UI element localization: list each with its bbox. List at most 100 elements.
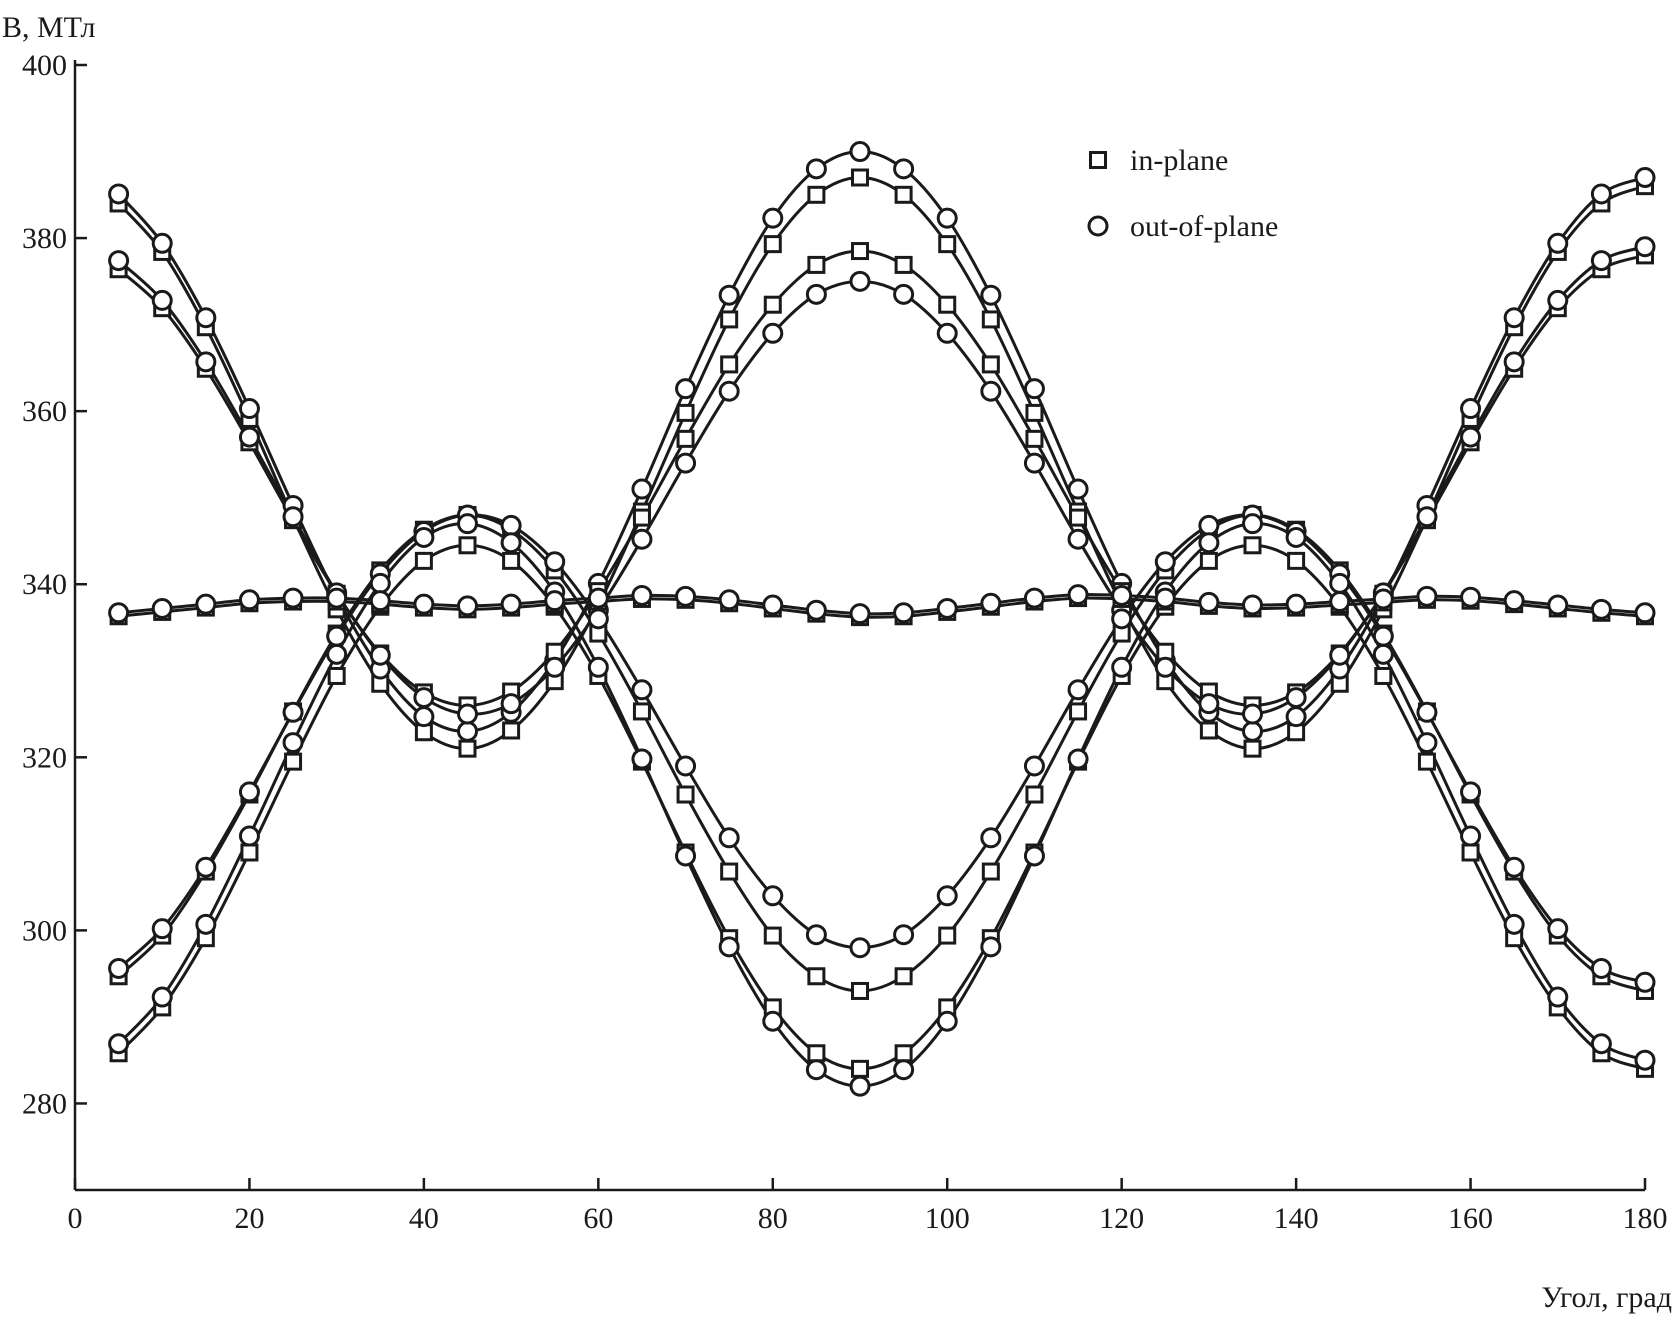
data-point: [980, 380, 1002, 402]
data-point: [805, 158, 827, 180]
data-point: [805, 283, 827, 305]
data-point: [500, 532, 522, 554]
data-point: [1242, 703, 1263, 725]
fit-line: [117, 513, 1646, 993]
data-point: [893, 1059, 915, 1081]
data-point: [1023, 755, 1045, 777]
data-point: [1460, 781, 1482, 803]
data-point: [1547, 232, 1569, 254]
data-point: [718, 589, 740, 611]
y-tick-label: 300: [22, 914, 67, 947]
data-point: [282, 732, 304, 754]
data-point: [1634, 167, 1656, 188]
x-tick-label: 140: [1274, 1202, 1319, 1235]
data-point: [894, 185, 913, 204]
data-point: [413, 706, 435, 728]
data-point: [151, 289, 173, 311]
data-point: [720, 310, 739, 329]
data-point: [718, 827, 740, 849]
y-tick-label: 340: [22, 568, 67, 601]
data-point: [718, 284, 740, 306]
data-point: [195, 856, 217, 878]
data-point: [676, 429, 695, 448]
data-point: [1023, 452, 1045, 474]
fit-line: [117, 513, 1646, 984]
data-point: [1503, 856, 1525, 878]
data-point: [238, 398, 260, 420]
data-point: [1634, 602, 1656, 624]
data-point: [151, 597, 173, 619]
data-point: [763, 235, 782, 254]
data-point: [1503, 913, 1525, 935]
data-point: [1069, 702, 1088, 721]
data-point: [675, 755, 697, 777]
data-point: [195, 351, 217, 373]
data-point: [675, 585, 697, 607]
data-point: [1329, 591, 1351, 613]
data-point: [369, 572, 391, 594]
data-point: [1198, 514, 1220, 536]
data-point: [720, 355, 739, 374]
x-tick-label: 100: [925, 1202, 970, 1235]
data-point: [938, 235, 957, 254]
data-point: [500, 593, 522, 615]
data-point: [980, 592, 1002, 614]
data-point: [238, 781, 260, 803]
x-tick-label: 0: [68, 1202, 83, 1235]
y-tick-label: 380: [22, 222, 67, 255]
data-point: [1199, 721, 1218, 740]
data-point: [108, 250, 130, 272]
data-point: [851, 1059, 869, 1078]
data-point: [1416, 701, 1438, 723]
legend-label: out-of-plane: [1130, 210, 1278, 243]
data-point: [936, 207, 958, 229]
y-tick-label: 360: [22, 395, 67, 428]
data-point: [1242, 513, 1263, 535]
data-point: [544, 551, 566, 573]
data-point: [894, 1044, 913, 1063]
data-point: [893, 158, 915, 180]
data-point: [108, 957, 130, 979]
data-point: [282, 701, 304, 723]
data-point: [1329, 644, 1351, 666]
data-point: [675, 378, 697, 400]
data-point: [1374, 666, 1393, 685]
data-point: [1329, 572, 1351, 594]
fit-line: [117, 175, 1646, 751]
data-point: [413, 527, 435, 548]
data-point: [544, 656, 566, 678]
data-point: [1460, 586, 1482, 608]
data-point: [807, 185, 826, 204]
data-point: [369, 590, 391, 612]
data-point: [936, 885, 958, 907]
data-point: [108, 183, 130, 205]
data-point: [851, 981, 869, 1000]
y-tick-label: 280: [22, 1087, 67, 1120]
data-point: [1198, 532, 1220, 554]
data-point: [414, 551, 433, 570]
x-tick-label: 180: [1623, 1202, 1668, 1235]
data-point: [894, 255, 913, 274]
data-point: [151, 918, 173, 940]
data-point: [762, 322, 784, 344]
data-point: [1111, 656, 1133, 678]
data-point: [1067, 478, 1089, 500]
data-point: [1372, 625, 1394, 647]
data-point: [893, 924, 915, 946]
data-point: [1547, 289, 1569, 311]
data-point: [763, 926, 782, 945]
data-point: [762, 594, 784, 616]
fit-line: [117, 245, 1646, 716]
data-point: [1025, 403, 1044, 422]
fit-line: [117, 543, 1646, 1071]
data-point: [1460, 426, 1482, 448]
data-point: [282, 587, 304, 609]
data-point: [502, 551, 521, 570]
data-point: [1069, 508, 1088, 527]
data-point: [500, 514, 522, 536]
data-point: [1417, 752, 1436, 771]
data-point: [631, 528, 653, 550]
data-point: [195, 593, 217, 615]
data-point: [108, 602, 130, 624]
y-axis-label: B, МТл: [2, 11, 96, 44]
